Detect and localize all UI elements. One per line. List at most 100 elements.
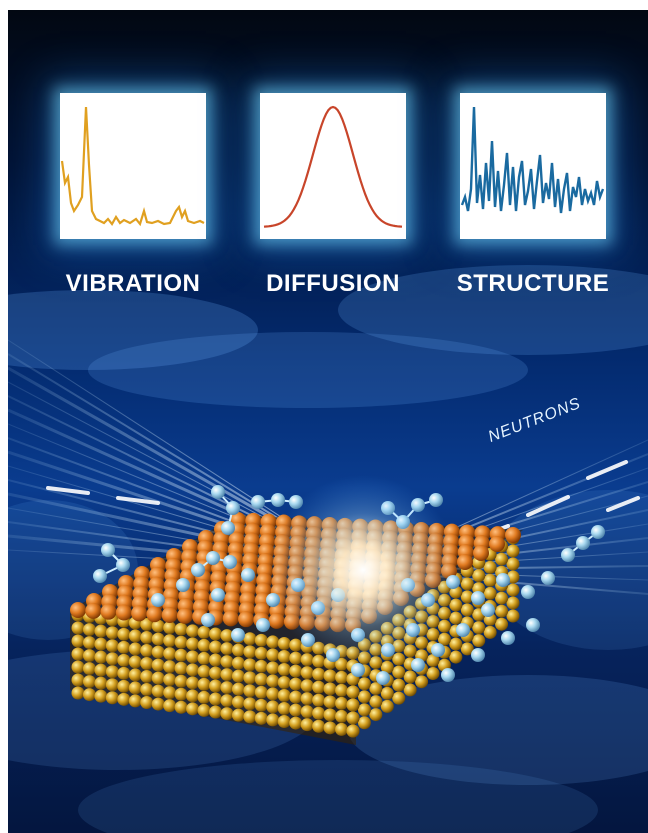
atom-gold [357, 677, 371, 691]
atom-gold [506, 596, 520, 610]
molecule-atom [251, 495, 265, 509]
atom-gold [163, 647, 177, 661]
molecule-atom [116, 558, 130, 572]
atom-gold [277, 715, 291, 728]
atom-gold [380, 699, 394, 713]
atom-gold [243, 632, 257, 646]
vibration-label: VIBRATION [65, 270, 201, 297]
cloud-blob [78, 760, 598, 833]
atom-gold [140, 618, 154, 631]
molecule-atom [271, 493, 285, 507]
atom-gold [289, 677, 303, 691]
atom-gold [220, 694, 234, 708]
atom-gold [128, 694, 142, 708]
atom-gold [243, 710, 257, 724]
atom-gold [357, 703, 371, 717]
atom-gold [209, 653, 222, 667]
atom-gold [220, 642, 234, 656]
atom-gold [312, 654, 326, 668]
atom-gold [71, 647, 85, 661]
atom-gold [277, 702, 291, 715]
atom-gold [82, 623, 96, 637]
atom-gold [289, 664, 303, 678]
atom-gold [312, 719, 326, 733]
atom-orange [457, 554, 473, 570]
atom-gold [174, 674, 188, 688]
atom-gold [209, 627, 222, 641]
molecule-atom [206, 551, 220, 565]
atom-gold [506, 609, 520, 623]
atom-gold [174, 622, 188, 636]
atom-gold [151, 697, 165, 711]
atom-gold [460, 642, 474, 656]
atom-gold [323, 695, 337, 709]
atom-gold [105, 639, 119, 653]
atom-gold [266, 700, 280, 714]
atom-gold [231, 682, 245, 696]
atom-gold [426, 667, 440, 680]
atom-gold [186, 624, 200, 638]
atom-gold [403, 683, 417, 697]
molecule-atom [591, 525, 605, 539]
molecule-atom [241, 568, 255, 582]
molecule-atom [93, 569, 107, 583]
atom-gold [483, 573, 497, 587]
molecule-atom [456, 623, 470, 637]
atom-gold [231, 695, 245, 709]
atom-gold [460, 577, 474, 591]
atom-gold [243, 684, 257, 698]
atom-gold [392, 691, 406, 705]
molecule-atom [151, 593, 165, 607]
atom-gold [346, 685, 360, 699]
atom-gold [209, 679, 222, 693]
atom-gold [71, 621, 85, 635]
atom-gold [220, 681, 234, 695]
atom-orange [70, 602, 86, 618]
molecule-atom [441, 668, 455, 682]
atom-gold [346, 698, 360, 712]
atom-gold [357, 716, 371, 730]
atom-gold [323, 708, 337, 722]
atom-gold [117, 640, 131, 654]
atom-gold [105, 678, 119, 692]
atom-gold [323, 669, 337, 683]
atom-gold [266, 661, 280, 675]
atom-gold [163, 621, 177, 635]
atom-gold [277, 637, 291, 650]
atom-gold [140, 670, 154, 683]
atom-gold [380, 660, 394, 674]
atom-gold [140, 644, 154, 657]
atom-gold [231, 643, 245, 657]
atom-gold [197, 625, 211, 639]
atom-orange [176, 607, 193, 624]
atom-gold [174, 700, 188, 714]
atom-gold [186, 663, 200, 677]
atom-gold [323, 721, 337, 735]
atom-gold [82, 649, 96, 663]
structure-label: STRUCTURE [456, 270, 610, 297]
atom-gold [266, 635, 280, 649]
molecule-atom [501, 631, 515, 645]
atom-gold [266, 674, 280, 688]
atom-gold [186, 650, 200, 664]
molecule-atom [481, 603, 495, 617]
atom-gold [254, 711, 268, 725]
cloud-blob [88, 332, 528, 408]
atom-gold [460, 603, 474, 617]
molecule-atom [541, 571, 555, 585]
atom-gold [449, 650, 463, 664]
atom-gold [380, 686, 394, 700]
molecule-atom [226, 501, 240, 515]
atom-gold [312, 706, 326, 720]
beam-dash [526, 495, 570, 517]
diffusion-panel [260, 93, 406, 239]
molecule-atom [431, 643, 445, 657]
atom-gold [277, 689, 291, 702]
atom-gold [71, 634, 85, 648]
atom-gold [312, 680, 326, 694]
atom-gold [186, 637, 200, 651]
atom-gold [82, 636, 96, 650]
atom-gold [140, 683, 154, 696]
atom-gold [220, 707, 234, 721]
